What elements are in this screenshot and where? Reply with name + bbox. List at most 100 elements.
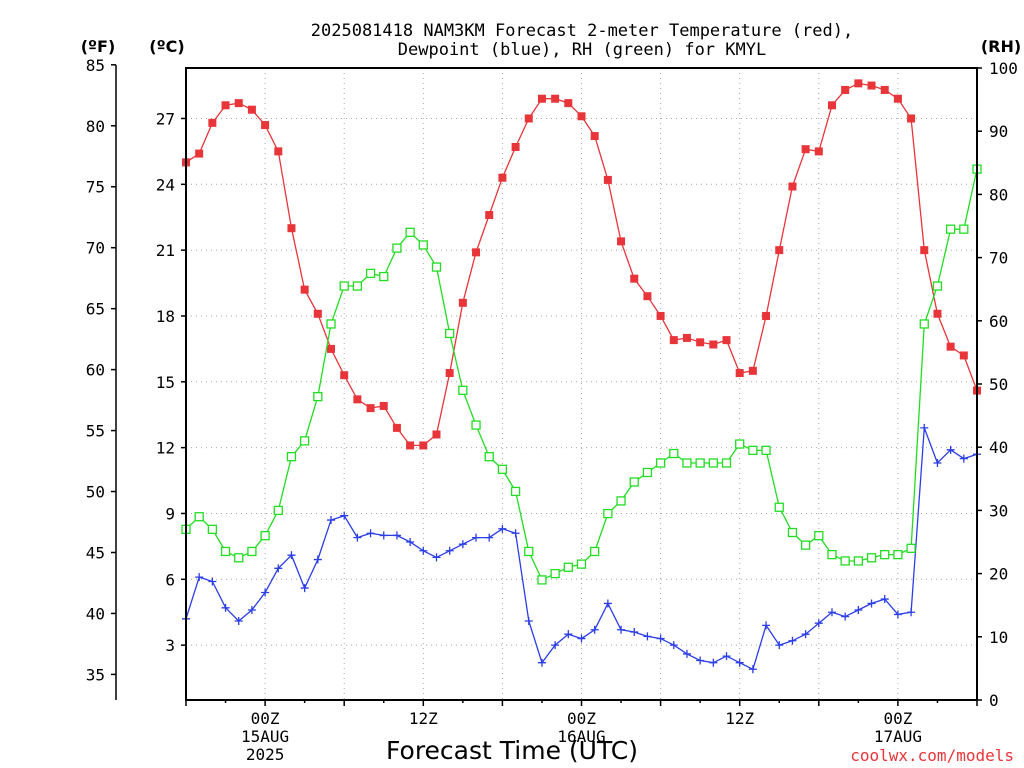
temperature-point: [485, 211, 494, 220]
temperature-point: [300, 285, 309, 294]
dewpoint-point: [485, 533, 494, 542]
rh-point: [761, 445, 771, 456]
temperature-point: [208, 118, 217, 127]
temperature-point: [933, 309, 942, 318]
dewpoint-point: [511, 529, 520, 538]
x-tick-label: 00Z: [883, 709, 912, 728]
rh-point: [510, 486, 521, 497]
celsius-tick-label: 27: [156, 109, 175, 128]
dewpoint-point: [643, 632, 652, 641]
rh-point: [392, 243, 402, 253]
dewpoint-point: [537, 658, 546, 667]
temperature-point: [603, 175, 612, 184]
temperature-point: [234, 99, 243, 108]
dewpoint-point: [748, 665, 757, 674]
rh-point: [563, 562, 573, 572]
rh-point: [299, 436, 310, 446]
series-temperature: [182, 79, 981, 450]
dewpoint-point: [682, 649, 691, 658]
x-tick-label: 17AUG: [874, 727, 922, 746]
dewpoint-point: [406, 538, 415, 546]
dewpoint-point: [907, 608, 916, 617]
temperature-point: [366, 404, 375, 413]
rh-point: [524, 546, 534, 557]
chart-title-line-1: 2025081418 NAM3KM Forecast 2-meter Tempe…: [311, 21, 853, 41]
dewpoint-point: [261, 588, 270, 597]
rh-tick-label: 50: [989, 375, 1008, 394]
temperature-point: [392, 423, 401, 432]
dewpoint-point: [617, 625, 626, 634]
temperature-point: [498, 173, 507, 182]
grid-lines: [186, 68, 977, 700]
rh-point: [682, 458, 692, 468]
dewpoint-point: [195, 573, 204, 582]
rh-point: [458, 385, 468, 395]
rh-tick-label: 40: [989, 438, 1008, 457]
rh-point: [194, 512, 204, 522]
series-rh: [181, 164, 982, 585]
dewpoint-point: [801, 630, 810, 639]
rh-point: [313, 391, 323, 402]
dewpoint-point: [880, 595, 889, 604]
dewpoint-point: [603, 599, 612, 608]
temperature-point: [195, 149, 204, 158]
dewpoint-point: [722, 652, 731, 661]
fahrenheit-tick-label: 40: [86, 604, 105, 623]
rh-point: [919, 319, 929, 329]
dewpoint-point: [933, 459, 942, 467]
dewpoint-point: [590, 625, 599, 634]
rh-point: [616, 496, 626, 506]
temperature-point: [379, 401, 388, 410]
x-tick-label: 2025: [246, 745, 285, 764]
rh-point: [629, 477, 639, 487]
temperature-point: [340, 371, 349, 380]
rh-point: [906, 543, 916, 553]
fahrenheit-tick-label: 65: [86, 300, 105, 319]
dewpoint-point: [920, 423, 929, 432]
temperature-point: [893, 94, 902, 103]
temperature-point: [880, 85, 889, 94]
temperature-point: [735, 369, 744, 378]
dewpoint-point: [762, 621, 771, 630]
temperature-point: [656, 311, 665, 320]
dewpoint-point: [498, 524, 507, 533]
dewpoint-point: [353, 533, 362, 542]
dewpoint-point: [432, 553, 441, 562]
dewpoint-point: [313, 555, 322, 564]
temperature-point: [590, 132, 599, 141]
x-tick-label: 12Z: [409, 709, 438, 728]
temperature-line: [185, 82, 978, 447]
rh-point: [642, 467, 653, 478]
rh-point: [326, 319, 336, 329]
temperature-point: [551, 94, 560, 103]
rh-point: [787, 527, 798, 538]
rh-point: [352, 281, 363, 291]
temperature-point: [524, 114, 533, 123]
rh-point: [576, 559, 587, 569]
x-axis-title: Forecast Time (UTC): [386, 736, 638, 765]
rh-tick-label: 20: [989, 565, 1008, 584]
dewpoint-point: [814, 619, 823, 628]
temperature-point: [458, 298, 467, 307]
dewpoint-point: [959, 454, 968, 463]
dewpoint-point: [735, 658, 744, 667]
rh-tick-label: 90: [989, 122, 1008, 141]
temperature-point: [867, 81, 876, 90]
temperature-point: [762, 311, 771, 320]
rh-point: [735, 439, 745, 449]
temperature-point: [261, 121, 270, 130]
fahrenheit-tick-label: 70: [86, 239, 105, 258]
rh-tick-label: 100: [989, 59, 1018, 78]
dewpoint-point: [247, 606, 256, 615]
temperature-point: [313, 309, 322, 318]
rh-point: [748, 445, 758, 456]
rh-point: [945, 224, 956, 234]
temperature-point: [432, 430, 441, 439]
dewpoint-point: [867, 599, 876, 608]
temperature-point: [814, 147, 823, 156]
rh-point: [669, 448, 679, 459]
fahrenheit-tick-label: 75: [86, 178, 105, 197]
rh-point: [484, 452, 494, 462]
rh-point: [827, 549, 837, 560]
